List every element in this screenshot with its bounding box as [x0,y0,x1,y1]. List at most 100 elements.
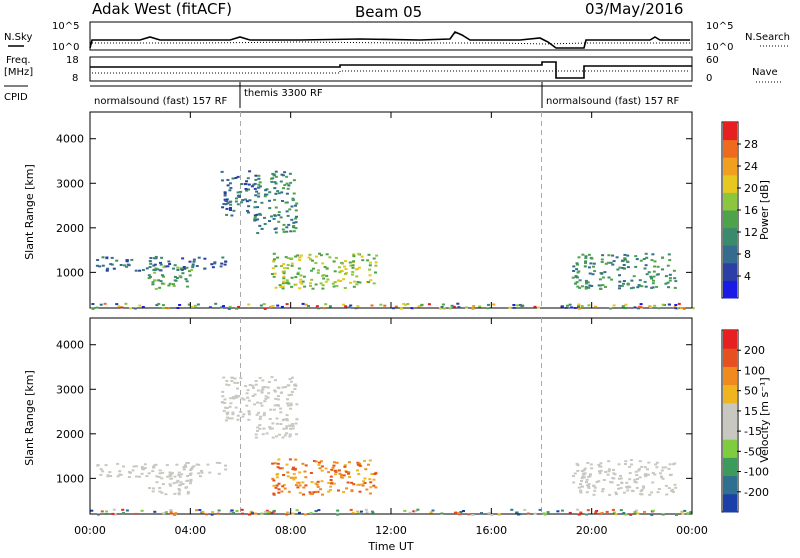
velocity-echo-cell [640,465,644,468]
power-echo-cell [603,271,607,274]
velocity-colorbar-tick-label: -200 [744,486,769,499]
velocity-echo-cell [612,472,616,475]
velocity-echo-cell [303,470,307,473]
velocity-echo-cell [467,513,471,516]
velocity-echo-cell [296,486,300,489]
velocity-echo-cell [166,475,169,478]
velocity-echo-cell [279,423,283,425]
power-echo-cell [151,281,155,284]
power-echo-cell [471,307,475,310]
power-echo-cell [679,307,683,309]
power-echo-cell [273,181,277,184]
power-echo-cell [354,307,358,310]
velocity-echo-cell [336,513,340,516]
power-echo-cell [273,272,277,275]
velocity-echo-cell [351,511,355,514]
power-echo-cell [349,304,353,307]
power-echo-cell [621,267,625,269]
velocity-echo-cell [186,491,190,494]
power-echo-cell [294,227,298,230]
power-echo-cell [245,180,248,183]
velocity-echo-cell [625,481,629,484]
power-ytick-label: 4000 [56,133,84,146]
velocity-echo-cell [252,386,255,389]
power-echo-cell [335,284,339,287]
power-echo-cell [270,180,274,183]
velocity-echo-cell [208,471,212,474]
velocity-echo-cell [225,383,229,386]
power-echo-cell [274,231,278,234]
power-echo-cell [280,173,284,176]
power-echo-cell [223,263,227,266]
power-ytick-label: 3000 [56,177,84,190]
power-colorbar-segment [723,174,737,193]
power-panel: 1000 2000 3000 4000 Slant Range [km] 4 8 12 16… [23,111,771,310]
velocity-echo-cell [515,511,519,514]
power-echo-cell [129,307,132,310]
velocity-echo-cell [358,464,362,467]
power-echo-cell [666,264,670,267]
velocity-echo-cell [282,484,286,486]
power-echo-cell [668,277,672,280]
x-tick-label: 16:00 [475,524,507,537]
velocity-echo-cell [285,427,288,430]
power-echo-cell [584,287,588,290]
power-echo-cell [188,260,192,263]
velocity-echo-cell [293,383,297,386]
velocity-echo-cell [291,423,295,425]
power-echo-cell [355,283,359,286]
power-echo-cell [271,172,275,175]
velocity-echo-cell [272,493,276,496]
velocity-echo-cell [580,480,583,482]
power-echo-cell [285,210,289,213]
velocity-echo-cell [403,509,407,512]
power-echo-cell [351,264,355,267]
velocity-echo-cell [161,471,165,474]
power-echo-cell [631,286,635,289]
velocity-echo-cell [289,427,292,430]
velocity-echo-cell [263,510,267,513]
power-echo-cell [196,303,200,306]
velocity-colorbar-segment [723,330,737,349]
velocity-echo-cell [644,475,648,478]
velocity-echo-cell [247,411,251,414]
velocity-echo-cell [143,463,147,466]
power-echo-cell [105,269,109,272]
velocity-echo-cell [576,469,580,472]
velocity-echo-cell [598,470,601,473]
velocity-echo-cell [587,475,591,478]
power-echo-cell [103,302,107,305]
power-echo-cell [274,265,278,268]
velocity-echo-cell [253,403,257,406]
velocity-echo-cell [595,510,599,512]
power-echo-cell [651,253,655,256]
power-echo-cell [193,304,197,307]
velocity-echo-cell [241,415,245,418]
velocity-echo-cell [320,469,324,472]
velocity-echo-cell [372,478,376,481]
power-echo-cell [175,277,179,279]
velocity-echo-cell [236,418,240,421]
velocity-echo-cell [217,509,221,512]
velocity-echo-cell [598,512,602,515]
velocity-echo-cell [579,511,583,514]
power-echo-cell [576,271,580,274]
power-echo-cell [337,266,341,269]
velocity-echo-cell [317,509,321,512]
velocity-echo-cell [189,469,193,472]
velocity-echo-cell [112,508,116,511]
velocity-echo-cell [183,464,187,467]
velocity-echo-cell [179,481,183,484]
power-echo-cell [618,266,622,269]
velocity-echo-cell [272,492,276,495]
power-echo-cell [280,305,284,308]
velocity-echo-cell [342,474,346,477]
power-echo-cell [133,307,137,310]
power-echo-cell [291,197,295,200]
power-echo-cell [214,302,218,305]
power-echo-cell [229,200,233,203]
power-echo-cell [277,192,281,195]
power-echo-cell [374,261,378,264]
power-echo-cell [637,305,641,308]
velocity-echo-cell [686,512,690,515]
